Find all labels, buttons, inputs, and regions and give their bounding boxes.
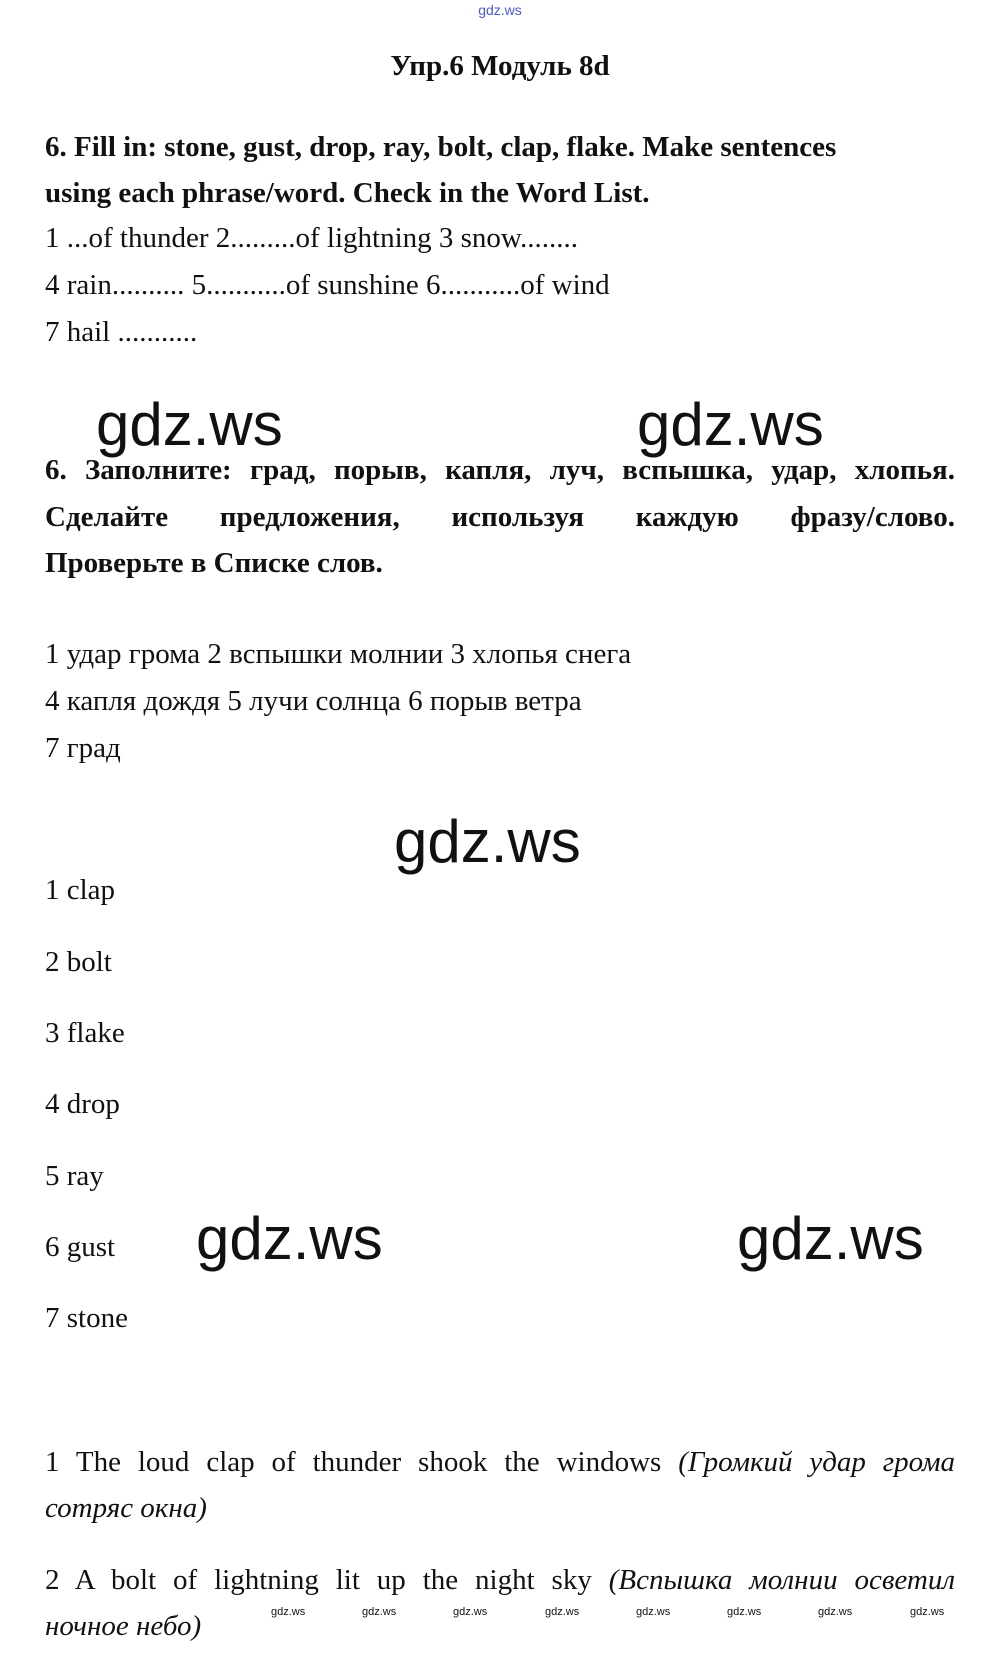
watermark: gdz.ws	[637, 391, 824, 458]
watermark-top: gdz.ws	[478, 2, 522, 18]
sentence-1-ru-cont: сотряс окна)	[45, 1492, 207, 1524]
sentence-2: 2 A bolt of lightning lit up the night s…	[45, 1563, 955, 1597]
sentence-1-en: 1 The loud clap of thunder shook the win…	[45, 1446, 662, 1478]
answer: 3 flake	[45, 1017, 125, 1049]
answer: 1 clap	[45, 874, 116, 906]
watermark-small: gdz.ws	[362, 1606, 397, 1618]
sentence-2-cont: ночное небо)	[45, 1609, 201, 1643]
item-en-line: 1 ...of thunder 2.........of lightning 3…	[45, 222, 578, 254]
sentence-1-ru: (Громкий удар грома	[678, 1446, 956, 1478]
sentence-2-ru: (Вспышка молнии осветил	[608, 1564, 956, 1596]
answer: 4 drop	[45, 1088, 120, 1120]
sentence-2-ru-cont: ночное небо)	[45, 1610, 202, 1642]
watermark: gdz.ws	[737, 1205, 924, 1272]
answer: 6 gust	[45, 1231, 116, 1263]
watermark-small: gdz.ws	[271, 1606, 306, 1618]
answer: 5 ray	[45, 1160, 104, 1192]
item-ru-line: 1 удар грома 2 вспышки молнии 3 хлопья с…	[45, 638, 632, 670]
watermark-small: gdz.ws	[910, 1606, 945, 1618]
item-en-line: 4 rain.......... 5...........of sunshine…	[45, 269, 610, 301]
page-title: Упр.6 Модуль 8d	[390, 50, 610, 82]
watermark: gdz.ws	[394, 808, 581, 875]
task-ru-line-3: Проверьте в Списке слов.	[45, 547, 383, 579]
sentence-2-en: 2 A bolt of lightning lit up the night s…	[45, 1564, 592, 1596]
watermark-small: gdz.ws	[636, 1606, 671, 1618]
watermark-small: gdz.ws	[727, 1606, 762, 1618]
task-ru-line-2: Сделайте предложения, используя каждую ф…	[45, 501, 955, 533]
task-en-line-1: 6. Fill in: stone, gust, drop, ray, bolt…	[45, 131, 837, 163]
item-ru-line: 4 капля дождя 5 лучи солнца 6 порыв ветр…	[45, 685, 582, 717]
task-ru-line-1: 6. Заполните: град, порыв, капля, луч, в…	[45, 454, 955, 486]
watermark-small: gdz.ws	[545, 1606, 580, 1618]
sentence-1-cont: сотряс окна)	[45, 1491, 207, 1525]
answer: 7 stone	[45, 1302, 128, 1334]
watermark: gdz.ws	[196, 1205, 383, 1272]
watermark-small: gdz.ws	[818, 1606, 853, 1618]
sentence-1: 1 The loud clap of thunder shook the win…	[45, 1445, 955, 1479]
answer: 2 bolt	[45, 946, 112, 978]
item-en-line: 7 hail ...........	[45, 316, 198, 348]
task-en-line-2: using each phrase/word. Check in the Wor…	[45, 177, 650, 209]
item-ru-line: 7 град	[45, 732, 121, 764]
watermark-small: gdz.ws	[453, 1606, 488, 1618]
watermark: gdz.ws	[96, 391, 283, 458]
